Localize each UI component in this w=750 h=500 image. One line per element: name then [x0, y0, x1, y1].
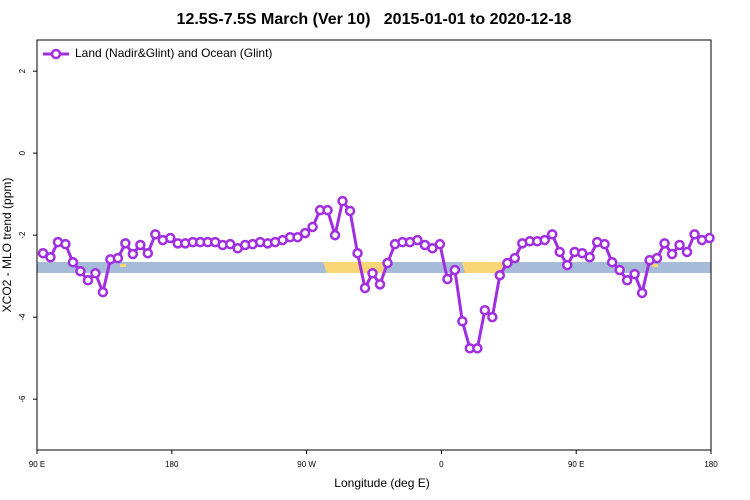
data-point	[449, 264, 461, 276]
data-point	[614, 264, 625, 276]
plot-frame	[36, 39, 712, 451]
data-point	[599, 238, 610, 250]
data-point	[427, 243, 438, 254]
data-point	[576, 247, 588, 259]
x-tick-label: 180	[704, 460, 718, 469]
data-point	[150, 229, 161, 240]
data-point	[554, 246, 565, 258]
data-point	[165, 232, 176, 244]
data-point	[120, 238, 131, 249]
y-tick-label: 0	[18, 150, 27, 155]
data-point	[621, 275, 633, 286]
chart-title: 12.5S-7.5S March (Ver 10) 2015-01-01 to …	[177, 11, 572, 28]
data-point	[82, 275, 94, 286]
y-tick-label: -2	[18, 231, 27, 239]
data-point	[629, 268, 640, 280]
data-point	[539, 234, 550, 246]
data-point	[142, 247, 154, 259]
data-point	[434, 238, 446, 250]
data-point	[681, 246, 693, 258]
data-point	[546, 229, 558, 240]
data-point	[97, 286, 109, 298]
data-point	[307, 221, 318, 233]
data-point	[487, 311, 498, 323]
data-point	[322, 204, 333, 216]
x-tick-label: 0	[439, 460, 444, 469]
data-point	[584, 252, 595, 263]
data-point	[135, 239, 146, 251]
x-tick-label: 180	[165, 460, 179, 469]
data-point	[689, 229, 700, 240]
y-axis-label: XCO2 - MLO trend (ppm)	[0, 178, 14, 313]
y-tick-label: -4	[18, 313, 27, 321]
land-fleck	[120, 264, 126, 267]
legend-marker	[50, 48, 62, 60]
data-point	[352, 247, 363, 259]
data-point	[472, 343, 483, 354]
data-point	[45, 252, 56, 263]
data-point	[344, 205, 356, 217]
data-point	[479, 304, 491, 316]
x-tick-label: 90 W	[297, 460, 316, 469]
data-point	[606, 256, 618, 268]
x-tick-label: 90 E	[29, 460, 45, 469]
legend-label: Land (Nadir&Glint) and Ocean (Glint)	[75, 46, 272, 60]
data-point	[651, 252, 663, 264]
land-band	[462, 262, 505, 273]
data-point	[666, 248, 678, 260]
y-tick-label: -6	[18, 395, 27, 403]
data-point	[659, 238, 670, 249]
data-point	[90, 268, 101, 279]
data-point	[60, 238, 71, 250]
data-point	[292, 231, 303, 243]
data-point	[67, 256, 79, 268]
data-point	[112, 252, 124, 264]
data-point	[37, 247, 49, 259]
data-point	[502, 257, 513, 269]
x-axis-label: Longitude (deg E)	[334, 476, 429, 490]
data-point	[412, 234, 423, 246]
data-point	[457, 316, 468, 327]
data-point	[337, 195, 348, 207]
data-point	[704, 232, 715, 244]
data-point	[367, 268, 378, 279]
data-point	[374, 279, 386, 290]
data-point	[359, 282, 371, 294]
y-tick-label: 2	[18, 68, 27, 73]
data-point	[299, 227, 311, 239]
data-point	[442, 273, 453, 285]
data-point	[509, 252, 521, 264]
data-point	[75, 265, 86, 277]
data-point	[636, 287, 648, 299]
data-point	[382, 257, 393, 269]
data-point	[561, 259, 573, 271]
data-point	[224, 238, 236, 250]
data-point	[494, 270, 506, 281]
data-point	[127, 248, 139, 260]
land-fleck	[652, 264, 658, 267]
x-tick-label: 90 E	[568, 460, 584, 469]
data-point	[674, 239, 685, 251]
data-point	[329, 229, 341, 241]
